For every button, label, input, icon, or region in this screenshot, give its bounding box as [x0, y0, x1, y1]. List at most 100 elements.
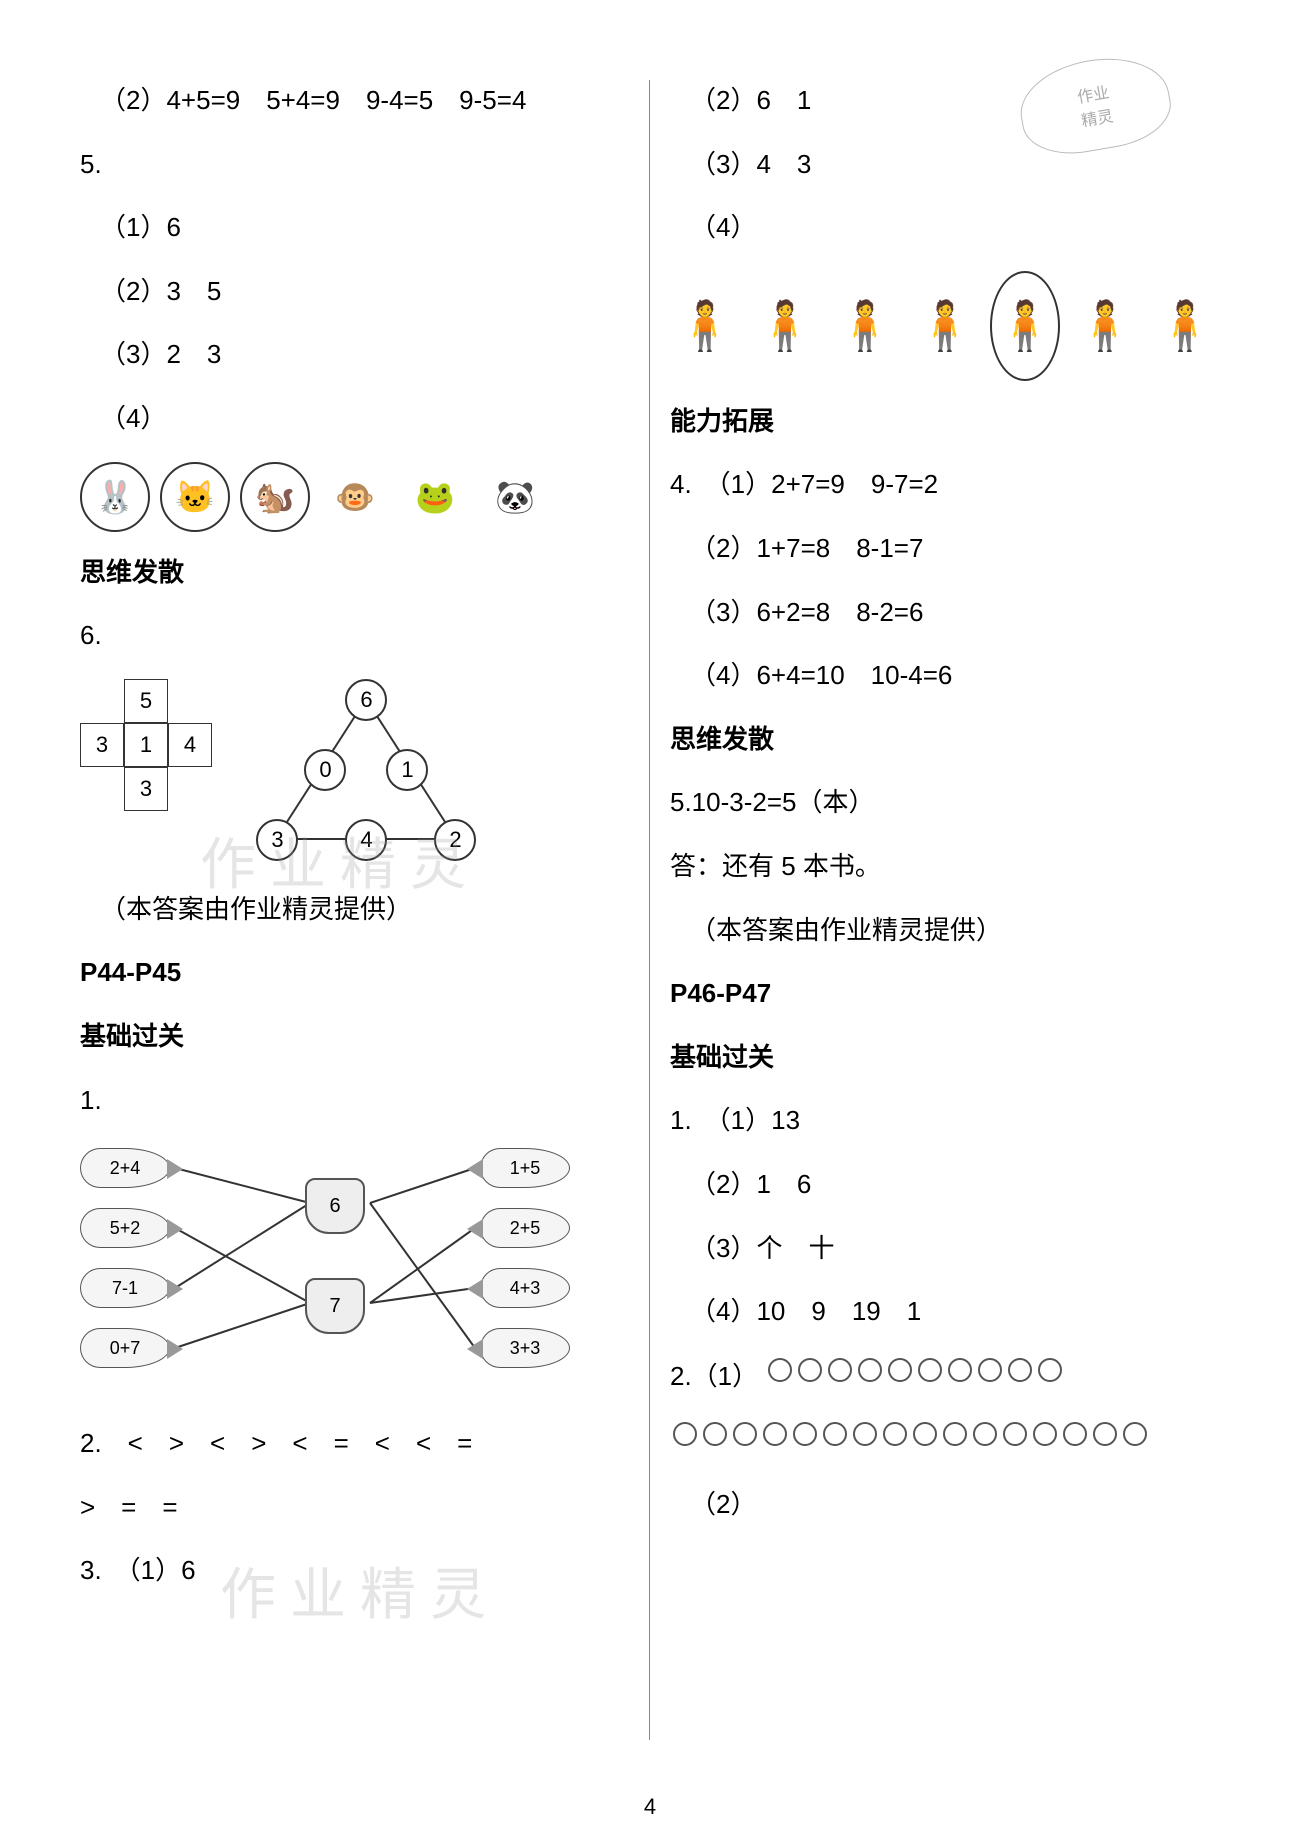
- text-line: 5.: [80, 144, 629, 186]
- text-line: （2）3 5: [80, 271, 629, 313]
- text-line: （本答案由作业精灵提供）: [670, 910, 1220, 952]
- section-heading: 能力拓展: [670, 401, 1220, 443]
- cell: 5: [124, 679, 168, 723]
- circle-icon: [1063, 1422, 1087, 1446]
- circle-icon: [1123, 1422, 1147, 1446]
- circle-icon: [673, 1422, 697, 1446]
- cell: 4: [168, 723, 212, 767]
- cross-puzzle: 5 3 1 4 3: [80, 679, 212, 811]
- kid-icon: 🧍: [1150, 271, 1220, 381]
- text-line: 1. （1）13: [670, 1100, 1220, 1142]
- text-line: （4）10 9 19 1: [670, 1291, 1220, 1333]
- fish: 5+2: [80, 1208, 170, 1248]
- right-column: （2）6 1 （3）4 3 （4） 🧍🧍🧍🧍🧍🧍🧍 能力拓展 4. （1）2+7…: [650, 80, 1240, 1740]
- circle-row: [670, 1419, 1220, 1462]
- circle-icon: [888, 1358, 912, 1382]
- circle-icon: [883, 1422, 907, 1446]
- section-heading: 基础过关: [80, 1016, 629, 1058]
- text-line: （2）6 1: [670, 80, 1220, 122]
- circle-icon: [823, 1422, 847, 1446]
- text-line: 答：还有 5 本书。: [670, 846, 1220, 888]
- circle-icon: [858, 1358, 882, 1382]
- text-line: 1.: [80, 1080, 629, 1122]
- circles-q: 2.（1）: [670, 1355, 1220, 1398]
- triangle-puzzle: 6 0 1 3 4 2: [256, 679, 476, 859]
- kid-icon: 🧍: [990, 271, 1060, 381]
- cell: 3: [124, 767, 168, 811]
- section-heading: 基础过关: [670, 1037, 1220, 1079]
- left-column: （2）4+5=9 5+4=9 9-4=5 9-5=4 5. （1）6 （2）3 …: [60, 80, 650, 1740]
- node: 4: [345, 819, 387, 861]
- jar: 6: [305, 1178, 365, 1234]
- circle-icon: [793, 1422, 817, 1446]
- animal-icon: 🐰: [80, 462, 150, 532]
- kid-icon: 🧍: [670, 271, 740, 381]
- text-line: （1）6: [80, 207, 629, 249]
- cell: 1: [124, 723, 168, 767]
- page-ref-heading: P44-P45: [80, 952, 629, 994]
- circle-icon: [943, 1422, 967, 1446]
- animal-row: 🐰 🐱 🐿️ 🐵 🐸 🐼: [80, 462, 629, 532]
- text-line: （4）6+4=10 10-4=6: [670, 655, 1220, 697]
- kids-row: 🧍🧍🧍🧍🧍🧍🧍: [670, 271, 1220, 381]
- text-line: （2）1 6: [670, 1164, 1220, 1206]
- circle-icon: [1003, 1422, 1027, 1446]
- circle-icon: [853, 1422, 877, 1446]
- label: 2.（1）: [670, 1361, 758, 1391]
- text-line: 6.: [80, 615, 629, 657]
- circle-icon: [973, 1422, 997, 1446]
- circle-icon: [763, 1422, 787, 1446]
- circle-icon: [828, 1358, 852, 1382]
- text-line: （2）: [670, 1484, 1220, 1526]
- puzzle-row: 5 3 1 4 3 6 0 1 3 4 2: [80, 679, 629, 859]
- page-ref-heading: P46-P47: [670, 973, 1220, 1015]
- fish: 3+3: [480, 1328, 570, 1368]
- circle-icon: [1093, 1422, 1117, 1446]
- text-line: （3）2 3: [80, 334, 629, 376]
- fish: 2+5: [480, 1208, 570, 1248]
- text-line: （3）个 十: [670, 1228, 1220, 1270]
- text-line: 2. < > < > < = < < =: [80, 1423, 629, 1465]
- circle-icon: [733, 1422, 757, 1446]
- text-line: 4. （1）2+7=9 9-7=2: [670, 464, 1220, 506]
- fish-diagram: 2+4 5+2 7-1 0+7 6 7 1+5 2+5 4+3 3+3: [80, 1143, 600, 1403]
- jar: 7: [305, 1278, 365, 1334]
- circle-icon: [798, 1358, 822, 1382]
- text-line: （本答案由作业精灵提供）: [80, 889, 629, 931]
- node: 0: [304, 749, 346, 791]
- text-line: （2）4+5=9 5+4=9 9-4=5 9-5=4: [80, 80, 629, 122]
- text-line: （4）: [80, 398, 629, 440]
- circle-icon: [913, 1422, 937, 1446]
- circle-icon: [948, 1358, 972, 1382]
- page-number: 4: [644, 1794, 656, 1820]
- text-line: > = =: [80, 1487, 629, 1529]
- circle-icon: [1038, 1358, 1062, 1382]
- circle-icon: [1008, 1358, 1032, 1382]
- page-container: （2）4+5=9 5+4=9 9-4=5 9-5=4 5. （1）6 （2）3 …: [0, 0, 1300, 1780]
- fish: 0+7: [80, 1328, 170, 1368]
- text-line: 5.10-3-2=5（本）: [670, 782, 1220, 824]
- circle-icon: [1033, 1422, 1057, 1446]
- fish: 7-1: [80, 1268, 170, 1308]
- animal-icon: 🐿️: [240, 462, 310, 532]
- section-heading: 思维发散: [670, 719, 1220, 761]
- fish: 1+5: [480, 1148, 570, 1188]
- fish: 2+4: [80, 1148, 170, 1188]
- kid-icon: 🧍: [910, 271, 980, 381]
- circle-row: [765, 1361, 1065, 1391]
- cell: 3: [80, 723, 124, 767]
- kid-icon: 🧍: [750, 271, 820, 381]
- animal-icon: 🐸: [400, 462, 470, 532]
- text-line: （4）: [670, 207, 1220, 249]
- text-line: 3. （1）6: [80, 1550, 629, 1592]
- kid-icon: 🧍: [1070, 271, 1140, 381]
- animal-icon: 🐼: [480, 462, 550, 532]
- animal-icon: 🐱: [160, 462, 230, 532]
- animal-icon: 🐵: [320, 462, 390, 532]
- text-line: （2）1+7=8 8-1=7: [670, 528, 1220, 570]
- node: 6: [345, 679, 387, 721]
- text-line: （3）6+2=8 8-2=6: [670, 592, 1220, 634]
- text-line: （3）4 3: [670, 144, 1220, 186]
- circle-icon: [918, 1358, 942, 1382]
- circle-icon: [978, 1358, 1002, 1382]
